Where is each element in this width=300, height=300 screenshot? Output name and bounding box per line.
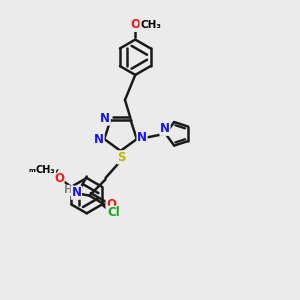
Text: H: H xyxy=(64,185,73,195)
Text: CH₃: CH₃ xyxy=(140,20,161,30)
Text: Cl: Cl xyxy=(107,206,120,219)
Text: O: O xyxy=(54,172,64,185)
Text: O: O xyxy=(106,198,116,211)
Text: N: N xyxy=(71,186,81,199)
Text: N: N xyxy=(100,112,110,125)
Text: S: S xyxy=(118,151,126,164)
Text: O: O xyxy=(130,18,140,32)
Text: methoxy: methoxy xyxy=(28,168,59,173)
Text: N: N xyxy=(137,131,147,144)
Text: N: N xyxy=(160,122,170,135)
Text: N: N xyxy=(94,133,104,146)
Text: CH₃: CH₃ xyxy=(36,165,56,175)
